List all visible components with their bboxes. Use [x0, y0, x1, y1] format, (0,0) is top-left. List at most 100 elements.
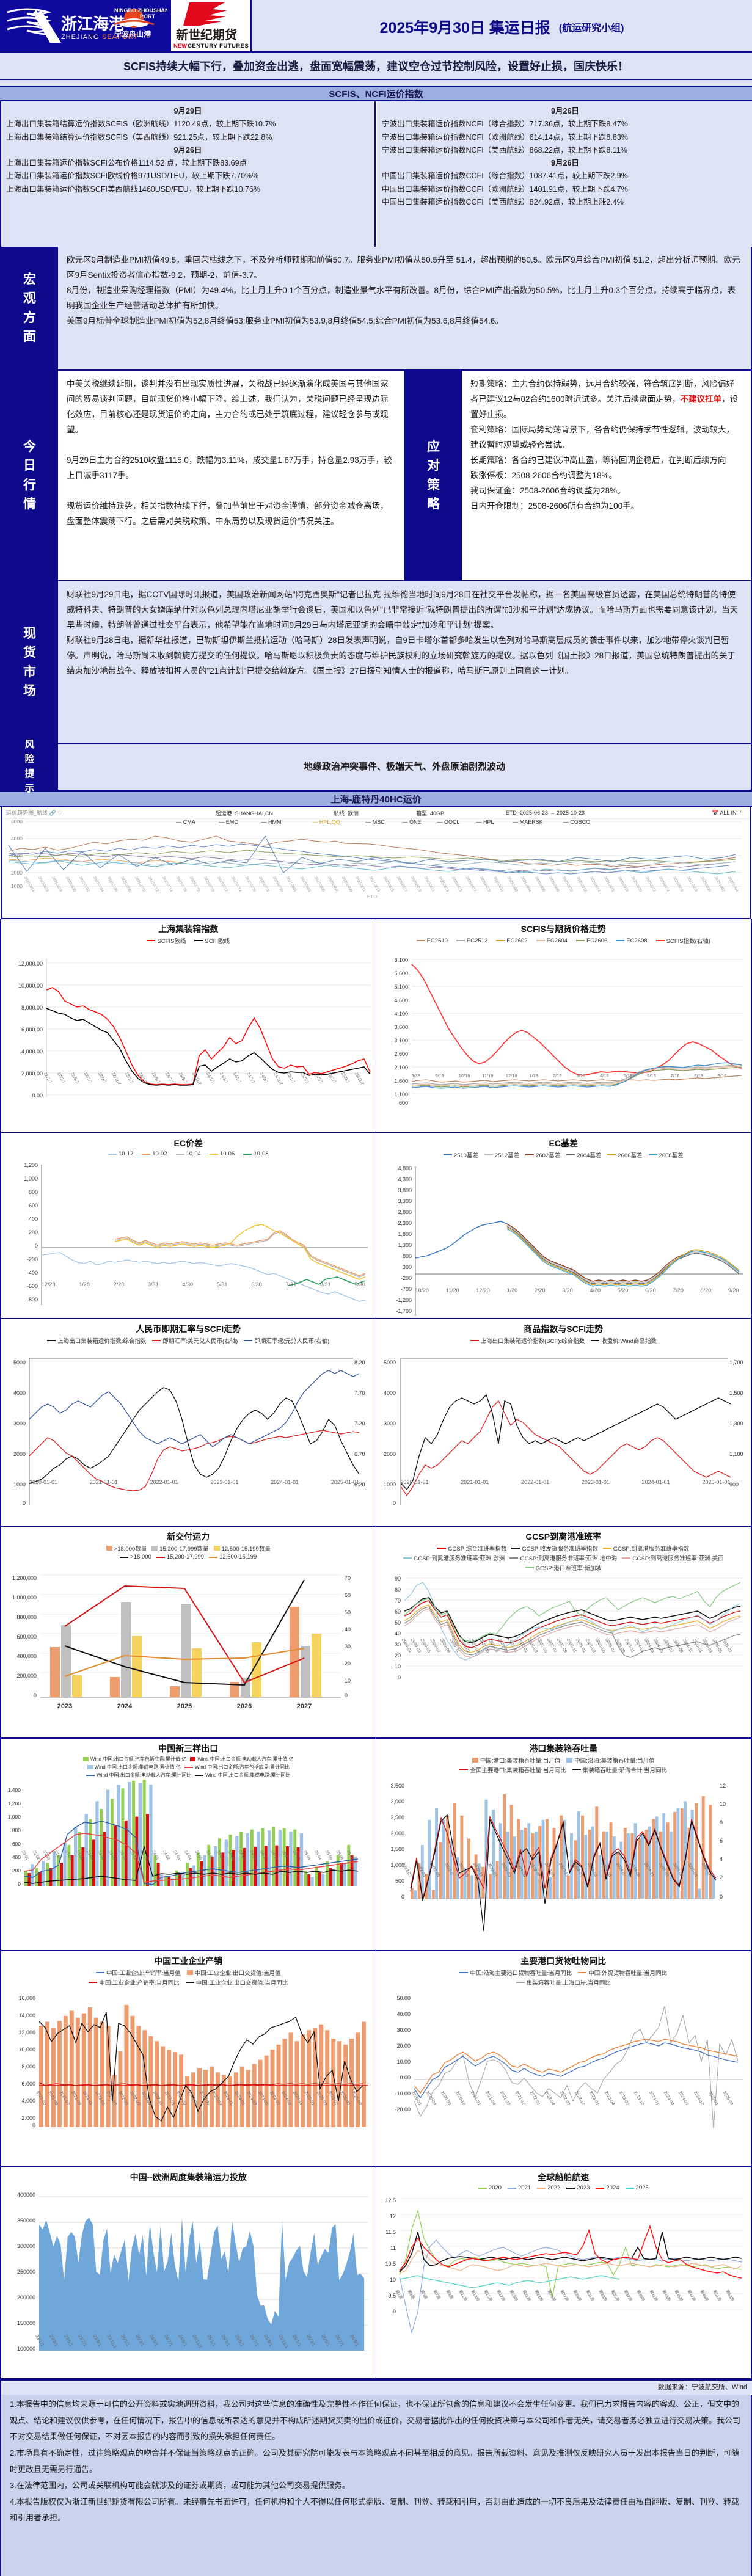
- svg-text:20: 20: [394, 1653, 400, 1659]
- svg-text:16,000: 16,000: [18, 1995, 35, 2001]
- svg-text:1,600: 1,600: [394, 1078, 408, 1084]
- svg-text:1,000: 1,000: [8, 1814, 21, 1820]
- svg-text:600: 600: [12, 1841, 21, 1847]
- svg-text:10: 10: [720, 1801, 726, 1807]
- svg-text:0: 0: [397, 1675, 400, 1681]
- svg-text:4,600: 4,600: [394, 997, 408, 1003]
- svg-text:3,300: 3,300: [398, 1198, 412, 1204]
- svg-text:4,000.00: 4,000.00: [21, 1049, 43, 1055]
- svg-text:250000: 250000: [17, 2269, 35, 2275]
- svg-text:4,000: 4,000: [21, 2098, 35, 2104]
- svg-text:40: 40: [394, 1631, 400, 1637]
- svg-text:0.00: 0.00: [400, 2075, 411, 2081]
- svg-text:5000: 5000: [13, 1359, 26, 1366]
- svg-text:NINGBO ZHOUSHAN: NINGBO ZHOUSHAN: [114, 7, 167, 13]
- svg-text:— MAERSK: — MAERSK: [513, 819, 543, 825]
- svg-text:5000: 5000: [383, 1359, 395, 1366]
- svg-text:12,000: 12,000: [18, 2029, 35, 2036]
- svg-text:300000: 300000: [17, 2243, 35, 2249]
- svg-text:2023: 2023: [57, 1703, 72, 1710]
- svg-text:-800: -800: [27, 1297, 38, 1303]
- svg-text:2024: 2024: [117, 1703, 133, 1710]
- svg-text:-200: -200: [27, 1256, 38, 1262]
- svg-text:8,000.00: 8,000.00: [21, 1005, 43, 1011]
- svg-text:2,000: 2,000: [21, 2115, 35, 2121]
- svg-text:4,300: 4,300: [398, 1176, 412, 1182]
- svg-text:60: 60: [394, 1609, 400, 1615]
- svg-text:11.5: 11.5: [385, 2229, 396, 2235]
- svg-text:800,000: 800,000: [16, 1614, 37, 1620]
- svg-text:3,800: 3,800: [398, 1187, 412, 1193]
- svg-text:400: 400: [12, 1854, 21, 1860]
- svg-text:0: 0: [35, 1243, 38, 1249]
- svg-text:2,100: 2,100: [394, 1064, 408, 1071]
- svg-text:200: 200: [12, 1868, 21, 1874]
- svg-text:0: 0: [720, 1894, 723, 1900]
- svg-text:6,000.00: 6,000.00: [21, 1027, 43, 1033]
- svg-text:— COSCO: — COSCO: [563, 819, 591, 825]
- svg-text:50.00: 50.00: [396, 1995, 411, 2001]
- svg-text:400,000: 400,000: [16, 1653, 37, 1659]
- svg-text:2: 2: [720, 1874, 723, 1880]
- svg-text:400000: 400000: [17, 2192, 35, 2198]
- svg-text:9: 9: [392, 2309, 395, 2315]
- svg-text:600: 600: [29, 1202, 38, 1209]
- svg-text:20: 20: [345, 1661, 351, 1667]
- svg-text:1,700: 1,700: [729, 1359, 743, 1366]
- svg-text:NEW: NEW: [173, 43, 187, 49]
- svg-text:100000: 100000: [17, 2346, 35, 2352]
- svg-text:1,000: 1,000: [24, 1176, 38, 1182]
- svg-text:8.20: 8.20: [354, 1359, 365, 1366]
- svg-text:4,100: 4,100: [394, 1011, 408, 1017]
- svg-text:300: 300: [402, 1264, 411, 1270]
- svg-text:900: 900: [729, 1482, 739, 1488]
- svg-text:1000: 1000: [383, 1482, 395, 1488]
- svg-text:20.00: 20.00: [396, 2043, 411, 2049]
- svg-text:5000: 5000: [11, 818, 23, 824]
- svg-text:9.5: 9.5: [388, 2293, 396, 2299]
- svg-text:10.5: 10.5: [385, 2261, 396, 2267]
- svg-text:70: 70: [394, 1598, 400, 1604]
- svg-text:1,200: 1,200: [24, 1162, 38, 1168]
- svg-text:6: 6: [720, 1838, 723, 1844]
- svg-text:8: 8: [720, 1819, 723, 1825]
- svg-text:12.5: 12.5: [385, 2197, 396, 2203]
- svg-text:70: 70: [345, 1575, 351, 1581]
- svg-text:50: 50: [345, 1609, 351, 1615]
- svg-text:6.70: 6.70: [354, 1451, 365, 1457]
- svg-text:1,500: 1,500: [729, 1390, 743, 1396]
- svg-text:0: 0: [18, 1881, 21, 1887]
- svg-text:0: 0: [23, 1500, 26, 1506]
- svg-text:80: 80: [394, 1587, 400, 1593]
- svg-text:2000: 2000: [383, 1451, 395, 1457]
- svg-text:12,000.00: 12,000.00: [18, 961, 43, 967]
- svg-text:200: 200: [29, 1229, 38, 1235]
- svg-text:12: 12: [720, 1783, 726, 1789]
- svg-text:0: 0: [32, 2122, 35, 2128]
- svg-text:2,600: 2,600: [394, 1051, 408, 1057]
- svg-text:40.00: 40.00: [396, 2011, 411, 2017]
- svg-text:200,000: 200,000: [16, 1673, 37, 1679]
- svg-text:-400: -400: [27, 1270, 38, 1276]
- svg-text:— MSC: — MSC: [365, 819, 385, 825]
- svg-text:ZHEJIANG: ZHEJIANG: [61, 34, 99, 41]
- svg-text:1,100: 1,100: [394, 1091, 408, 1097]
- svg-text:宁波舟山港: 宁波舟山港: [114, 29, 151, 38]
- svg-text:5,600: 5,600: [394, 970, 408, 977]
- svg-text:-1,200: -1,200: [396, 1297, 412, 1303]
- svg-text:1,400: 1,400: [8, 1787, 21, 1793]
- svg-text:-700: -700: [400, 1286, 411, 1292]
- svg-text:-600: -600: [27, 1283, 38, 1289]
- svg-text:2,000: 2,000: [390, 1830, 404, 1836]
- svg-text:2,800: 2,800: [398, 1209, 412, 1215]
- svg-text:2,000.00: 2,000.00: [21, 1071, 43, 1077]
- svg-text:1,300: 1,300: [729, 1421, 743, 1427]
- svg-text:1,000,000: 1,000,000: [12, 1595, 37, 1601]
- svg-text:2027: 2027: [297, 1703, 312, 1710]
- svg-text:1,200,000: 1,200,000: [12, 1575, 37, 1581]
- svg-text:800: 800: [12, 1827, 21, 1833]
- svg-text:30.00: 30.00: [396, 2027, 411, 2033]
- svg-text:1,500: 1,500: [390, 1846, 404, 1852]
- svg-text:50: 50: [394, 1620, 400, 1626]
- svg-text:2,500: 2,500: [390, 1814, 404, 1821]
